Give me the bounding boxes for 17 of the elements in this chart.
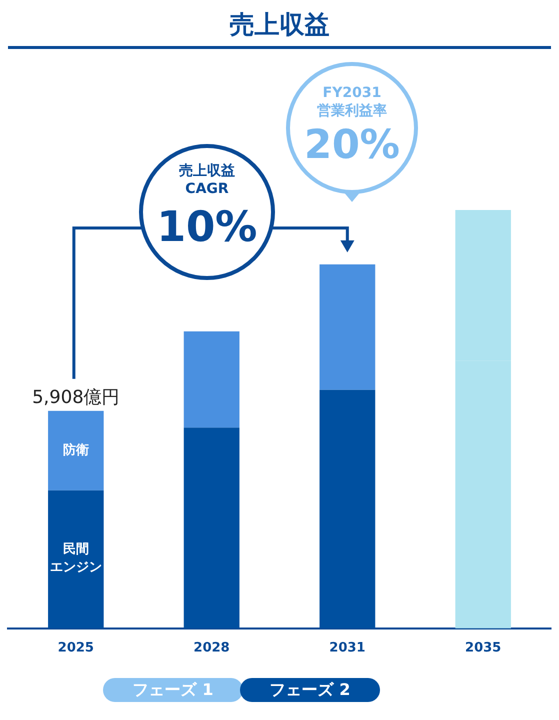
text: FY2031 営業利益率 [316,84,388,120]
bar [48,410,104,490]
x-tick-label: 2025 [58,640,94,656]
annotation: 10% [156,202,258,251]
text: フェーズ 2 [240,678,380,702]
series-label: 民間エンジン [48,541,103,578]
series-label: 防衛 [62,442,90,460]
annotation: 5,908億円 [31,386,121,409]
text: フェーズ 1 [103,678,243,702]
x-tick-label: 2031 [329,640,366,656]
x-tick-label: 2028 [194,640,230,656]
bar [320,264,376,390]
chart-title: 売上収益 [228,9,330,41]
text: 売上収益 CAGR [178,162,236,198]
x-tick-label: 2035 [465,640,502,656]
bar [184,331,240,428]
text: 20% [303,122,401,168]
